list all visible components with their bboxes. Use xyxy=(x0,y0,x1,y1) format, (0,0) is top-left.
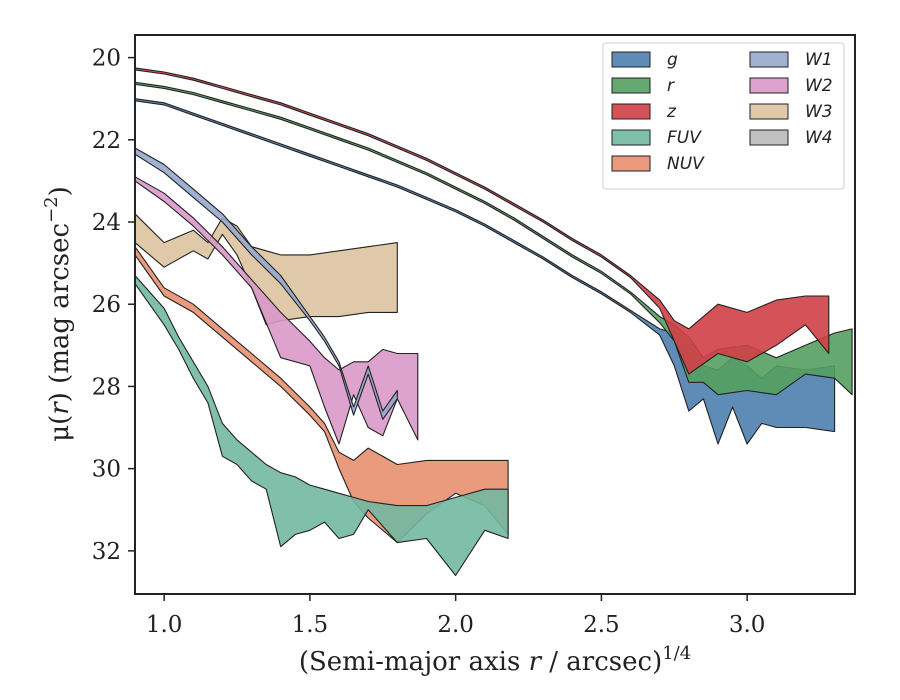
y-tick-label: 28 xyxy=(92,374,121,400)
legend-label-w4: W4 xyxy=(805,128,833,148)
legend-label-w2: W2 xyxy=(805,76,833,96)
x-tick-label: 2.0 xyxy=(437,612,474,638)
x-tick-label: 1.0 xyxy=(146,612,183,638)
legend-label-w3: W3 xyxy=(805,102,833,122)
band-w1 xyxy=(135,147,398,420)
legend-swatch-w3 xyxy=(749,103,789,120)
legend-label-nuv: NUV xyxy=(667,154,705,174)
y-tick-label: 30 xyxy=(92,457,121,483)
y-tick-label: 32 xyxy=(92,539,121,565)
y-tick-label: 22 xyxy=(92,128,121,154)
legend-label-g: g xyxy=(667,50,678,70)
band-w2 xyxy=(135,176,419,445)
legend-label-r: r xyxy=(667,76,675,96)
legend-swatch-w2 xyxy=(749,77,789,94)
band-r xyxy=(135,81,853,396)
legend-swatch-w4 xyxy=(749,129,789,146)
legend-swatch-r xyxy=(611,77,651,94)
y-tick-label: 26 xyxy=(92,292,121,318)
legend-swatch-z xyxy=(611,103,651,120)
legend-swatch-g xyxy=(611,51,651,68)
legend: grz FUV NUV W1 W2 W3 W4 xyxy=(602,42,845,190)
legend-label-w1: W1 xyxy=(805,50,833,70)
band-z xyxy=(135,67,830,375)
legend-swatch-w1 xyxy=(749,51,789,68)
x-tick-label: 1.5 xyxy=(292,612,329,638)
y-axis-title: μ(r) (mag arcsec−2) xyxy=(41,186,75,442)
legend-swatch-nuv xyxy=(611,155,651,172)
x-tick-label: 3.0 xyxy=(729,612,766,638)
plot-frame xyxy=(134,34,856,595)
y-tick-label: 24 xyxy=(92,210,121,236)
legend-label-z: z xyxy=(666,102,677,122)
plot-area xyxy=(135,67,853,577)
legend-label-fuv: FUV xyxy=(667,128,702,148)
legend-swatch-fuv xyxy=(611,129,651,146)
band-g xyxy=(135,98,836,445)
x-tick-label: 2.5 xyxy=(583,612,620,638)
band-fuv xyxy=(135,274,509,577)
y-tick-label: 20 xyxy=(92,46,121,72)
x-axis-title: (Semi-major axis r / arcsec)1/4 xyxy=(299,643,691,677)
axes: 1.0 1.5 2.0 2.5 3.0 20 22 24 26 28 30 32 xyxy=(92,46,766,638)
